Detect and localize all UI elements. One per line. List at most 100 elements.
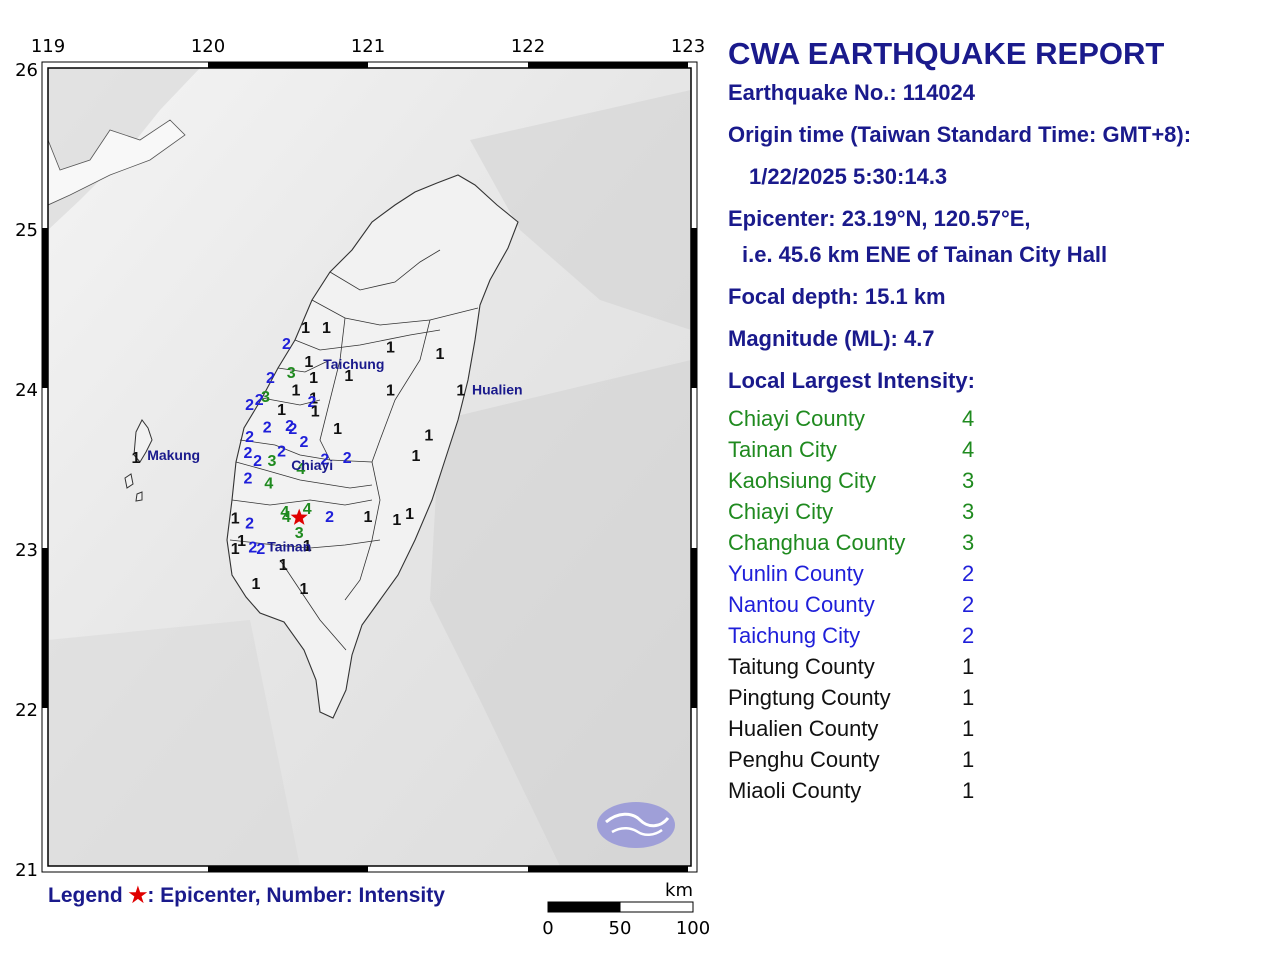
intensity-value: 1: [962, 778, 975, 803]
lat-tick-label: 26: [15, 60, 38, 81]
latitude-ticks: 26 25 24 23 22 21: [15, 60, 38, 881]
intensity-marker: 2: [320, 451, 329, 468]
intensity-marker: 2: [245, 397, 254, 414]
intensity-marker: 1: [333, 421, 342, 438]
intensity-value: 1: [962, 716, 975, 741]
intensity-marker: 4: [296, 461, 305, 478]
intensity-marker: 2: [300, 434, 309, 451]
epicenter-star-icon: [290, 508, 308, 525]
intensity-marker: 1: [279, 557, 288, 574]
intensity-marker: 2: [245, 429, 254, 446]
intensity-marker: 2: [244, 445, 253, 462]
intensity-marker: 2: [285, 418, 294, 435]
intensity-marker: 4: [303, 501, 312, 518]
intensity-marker: 2: [245, 515, 254, 532]
intensity-region: Taitung County: [728, 654, 875, 679]
intensity-marker: 1: [237, 533, 246, 550]
intensity-marker: 2: [255, 392, 264, 409]
intensity-marker: 1: [231, 541, 240, 558]
intensity-marker: 2: [288, 421, 297, 438]
lat-tick-label: 24: [15, 380, 38, 401]
report-title: CWA EARTHQUAKE REPORT: [728, 36, 1165, 71]
intensity-marker: 1: [132, 450, 141, 467]
intensity-region: Yunlin County: [728, 561, 864, 586]
intensity-marker: 1: [301, 320, 310, 337]
intensity-value: 1: [962, 685, 975, 710]
intensity-marker: 1: [424, 427, 433, 444]
intensity-marker: 1: [292, 383, 301, 400]
city-labels: Taichung Hualien Makung Chiayi Tainan: [147, 356, 522, 554]
city-label-chiayi: Chiayi: [291, 457, 333, 473]
map-legend: Legend ★: Epicenter, Number: Intensity: [48, 883, 445, 908]
city-label-makung: Makung: [147, 447, 200, 463]
map-frame: [41, 61, 698, 873]
legend-prefix: Legend: [48, 884, 129, 907]
intensity-marker: 1: [386, 339, 395, 356]
lat-tick-label: 25: [15, 220, 38, 241]
lon-tick-label: 119: [31, 36, 65, 57]
lon-tick-label: 120: [191, 36, 225, 57]
intensity-value: 1: [962, 654, 975, 679]
intensity-region: Kaohsiung City: [728, 468, 876, 493]
intensity-value: 3: [962, 499, 975, 524]
intensity-marker: 4: [280, 504, 289, 521]
origin-time-label: Origin time (Taiwan Standard Time: GMT+8…: [728, 122, 1192, 147]
scale-label-0: 0: [542, 918, 553, 939]
focal-depth: Focal depth: 15.1 km: [728, 284, 946, 309]
intensity-heading: Local Largest Intensity:: [728, 368, 975, 393]
intensity-marker: 1: [309, 370, 318, 387]
intensity-marker: 1: [364, 509, 373, 526]
intensity-region: Chiayi County: [728, 406, 865, 431]
intensity-marker: 1: [300, 581, 309, 598]
intensity-region: Nantou County: [728, 592, 875, 617]
intensity-marker: 3: [295, 525, 304, 542]
intensity-marker: 1: [405, 506, 414, 523]
intensity-region: Pingtung County: [728, 685, 891, 710]
intensity-marker: 1: [277, 402, 286, 419]
intensity-marker: 1: [392, 512, 401, 529]
intensity-marker: 2: [282, 336, 291, 353]
intensity-marker: 1: [311, 403, 320, 420]
city-label-hualien: Hualien: [472, 382, 523, 398]
intensity-marker: 2: [277, 443, 286, 460]
origin-time-value: 1/22/2025 5:30:14.3: [749, 164, 948, 189]
terrain-shading: [48, 68, 691, 866]
intensity-value: 2: [962, 592, 975, 617]
epicenter-reference: i.e. 45.6 km ENE of Tainan City Hall: [742, 242, 1108, 267]
intensity-value: 2: [962, 623, 975, 648]
intensity-marker: 2: [244, 471, 253, 488]
intensity-marker: 1: [436, 346, 445, 363]
penghu-islands: [124, 419, 153, 502]
intensity-marker: 1: [304, 354, 313, 371]
intensity-marker: 2: [263, 419, 272, 436]
intensity-marker: 2: [325, 509, 334, 526]
intensity-marker: 2: [308, 394, 317, 411]
intensity-value: 1: [962, 747, 975, 772]
intensity-marker: 3: [261, 389, 270, 406]
earthquake-report-panel: CWA EARTHQUAKE REPORT Earthquake No.: 11…: [728, 36, 1268, 803]
intensity-value: 4: [962, 406, 975, 431]
intensity-marker: 3: [287, 365, 296, 382]
legend-description: : Epicenter, Number: Intensity: [147, 884, 445, 907]
scale-label-50: 50: [609, 918, 632, 939]
intensity-marker: 1: [231, 511, 240, 528]
intensity-region: Changhua County: [728, 530, 906, 555]
longitude-ticks: 119 120 121 122 123: [31, 36, 705, 57]
intensity-region: Hualien County: [728, 716, 879, 741]
city-label-tainan: Tainan: [267, 538, 311, 554]
intensity-marker: 2: [248, 539, 257, 556]
intensity-marker: 2: [253, 453, 262, 470]
intensity-value: 2: [962, 561, 975, 586]
intensity-region: Miaoli County: [728, 778, 862, 803]
lon-tick-label: 122: [511, 36, 545, 57]
intensity-value: 4: [962, 437, 975, 462]
intensity-region: Tainan City: [728, 437, 837, 462]
intensity-region: Taichung City: [728, 623, 861, 648]
lon-tick-label: 121: [351, 36, 385, 57]
scale-label-100: 100: [676, 918, 710, 939]
star-icon: ★: [128, 884, 148, 907]
intensity-marker: 1: [309, 391, 318, 408]
intensity-marker: 2: [343, 450, 352, 467]
intensity-marker: 4: [264, 475, 273, 492]
